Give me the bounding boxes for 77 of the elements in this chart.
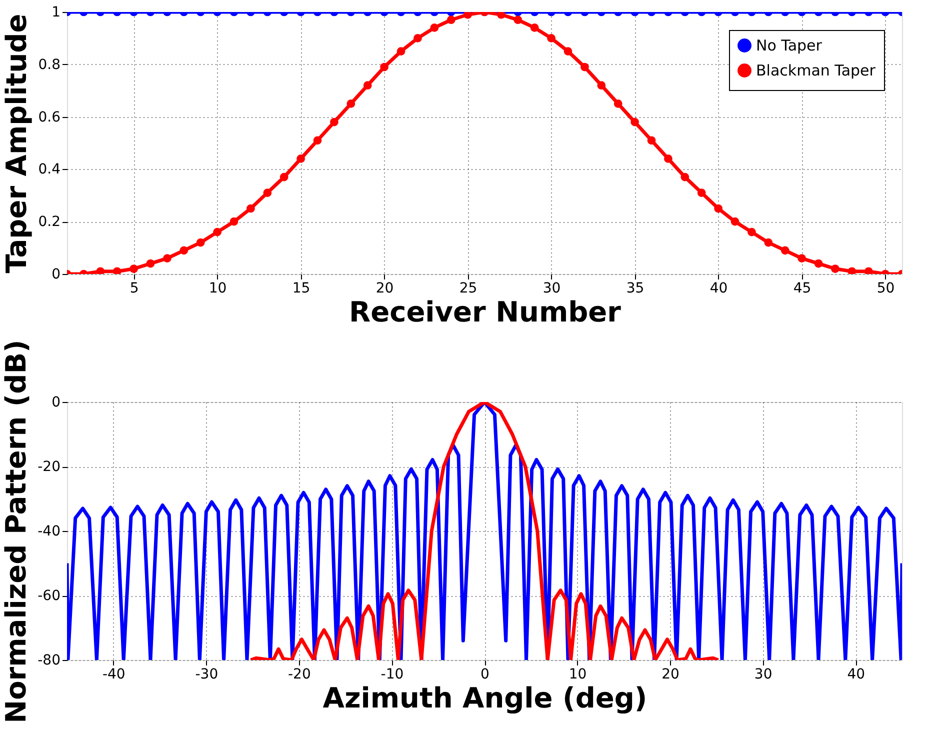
x-tick-label: 15: [292, 280, 310, 296]
point: [130, 264, 138, 273]
point: [296, 154, 305, 163]
point: [146, 259, 155, 268]
point: [664, 154, 672, 163]
x-tick-label: 10: [568, 666, 587, 682]
y-tick-label: 0.4: [38, 162, 61, 178]
point: [464, 12, 472, 19]
point: [263, 188, 272, 197]
y-tick-label: 0: [52, 266, 60, 282]
point: [246, 204, 255, 213]
point: [180, 246, 188, 255]
y-tick-label: -20: [38, 459, 60, 475]
legend-label: No Taper: [756, 36, 823, 54]
point: [798, 254, 806, 262]
x-tick-label: 10: [208, 280, 227, 296]
x-tick-label: -40: [102, 666, 126, 682]
point: [814, 259, 823, 268]
point: [864, 267, 873, 274]
legend-label: Blackman Taper: [756, 62, 876, 80]
point: [213, 228, 222, 236]
x-tick-label: 35: [626, 280, 644, 296]
point: [330, 118, 338, 126]
y-axis-title: Normalized Pattern (dB): [0, 340, 33, 724]
x-tick-label: 40: [710, 280, 728, 296]
y-tick-label: -40: [38, 524, 60, 540]
point: [680, 172, 690, 182]
x-tick-label: 0: [480, 666, 490, 682]
point: [196, 238, 205, 247]
x-tick-label: -30: [195, 666, 218, 682]
y-tick-label: 0.8: [38, 56, 60, 73]
x-tick-label: 5: [130, 280, 139, 296]
y-axis-title: Taper Amplitude: [0, 14, 34, 274]
x-tick-label: 20: [376, 280, 394, 296]
point: [112, 267, 122, 274]
line-series: [67, 12, 902, 274]
point: [764, 238, 773, 247]
point: [346, 100, 356, 108]
point: [580, 62, 589, 72]
x-tick-label: 30: [754, 666, 772, 682]
point: [380, 62, 388, 72]
y-tick-label: 1: [52, 4, 60, 20]
x-tick-label: -10: [380, 666, 404, 682]
point: [96, 267, 105, 274]
y-tick-label: 0: [52, 394, 60, 410]
point: [831, 264, 840, 273]
point: [630, 118, 639, 126]
point: [714, 204, 722, 213]
x-tick-label: 45: [793, 280, 812, 296]
x-tick-label: 40: [847, 666, 866, 682]
point: [313, 136, 322, 145]
point: [780, 246, 790, 255]
point: [163, 254, 172, 262]
x-tick-label: -20: [288, 666, 311, 682]
y-tick-label: 0.2: [38, 214, 60, 230]
y-tick-label: -80: [38, 652, 60, 668]
point: [497, 12, 506, 19]
x-tick-label: 20: [662, 666, 680, 682]
point: [363, 81, 372, 90]
point: [697, 188, 706, 197]
point: [597, 81, 606, 90]
y-tick-label: -60: [38, 588, 60, 604]
point: [730, 217, 740, 226]
x-axis-title: Azimuth Angle (deg): [322, 682, 648, 714]
line-series: [248, 402, 720, 660]
x-tick-label: 30: [542, 280, 561, 296]
point: [230, 217, 238, 226]
x-axis-title: Receiver Number: [349, 296, 622, 328]
point: [848, 267, 856, 274]
y-tick-label: 0.6: [38, 109, 61, 126]
line-series: [67, 402, 902, 660]
point: [748, 228, 756, 236]
x-tick-label: 25: [459, 280, 478, 296]
point: [647, 136, 656, 145]
x-tick-label: 50: [876, 280, 895, 296]
point: [280, 172, 288, 182]
point: [614, 100, 622, 108]
